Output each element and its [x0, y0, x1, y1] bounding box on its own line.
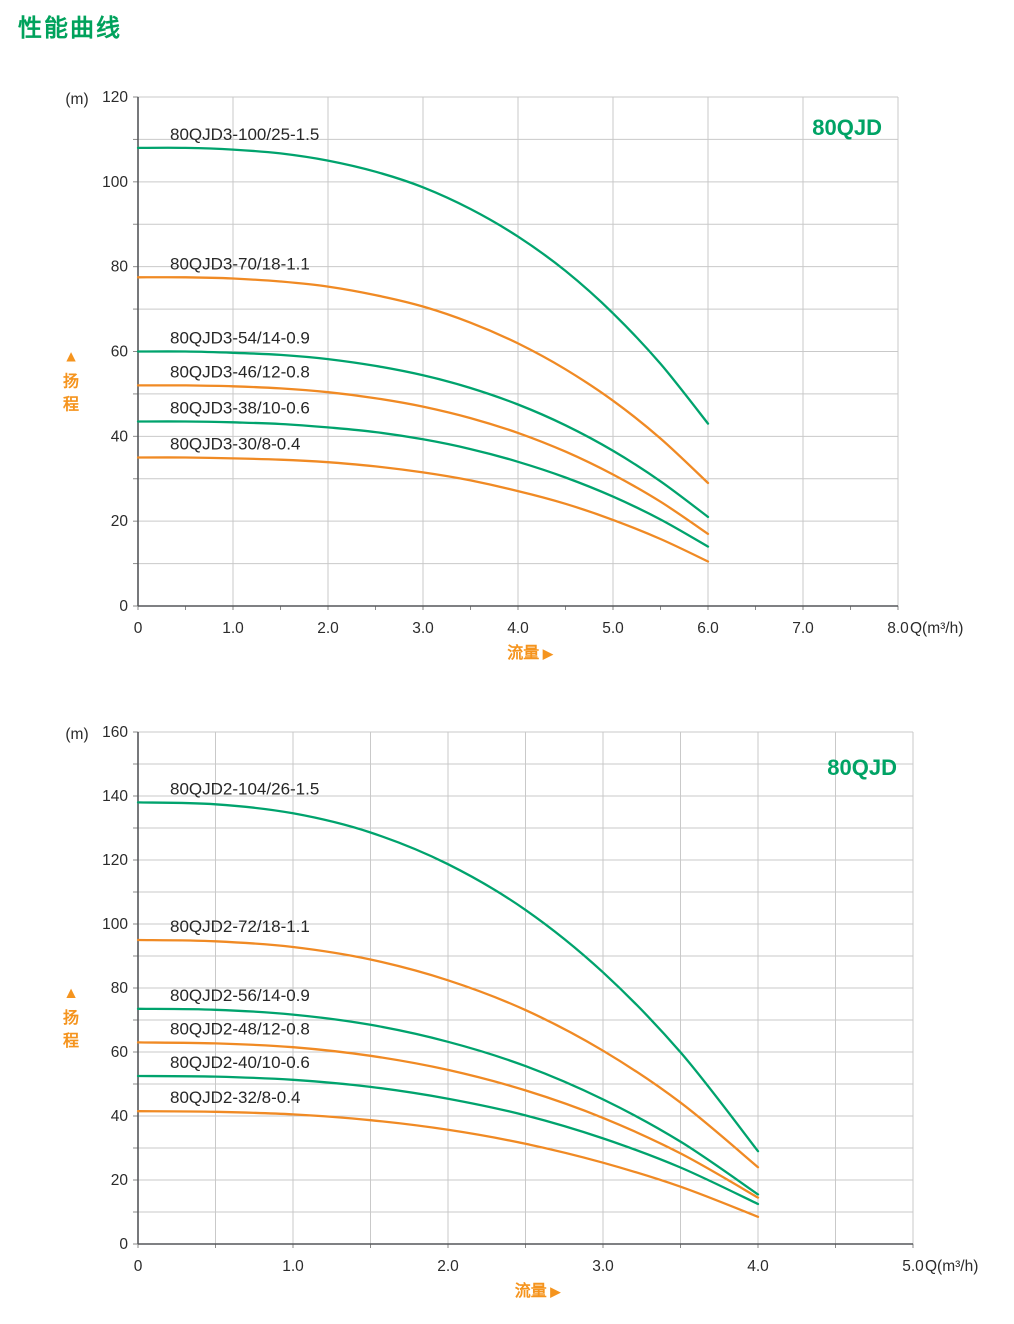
- series-label: 80QJD3-30/8-0.4: [170, 435, 300, 454]
- x-tick-label: 4.0: [747, 1258, 769, 1275]
- series-curve: [136, 350, 710, 519]
- y-axis-label: 程: [63, 396, 79, 414]
- series-label: 80QJD2-32/8-0.4: [170, 1088, 300, 1107]
- y-axis-label: 扬: [63, 372, 79, 391]
- series-label: 80QJD3-54/14-0.9: [170, 329, 310, 348]
- series-curve: [136, 146, 710, 425]
- y-axis-label: 扬: [63, 1008, 79, 1027]
- series-label: 80QJD2-48/12-0.8: [170, 1019, 310, 1038]
- head-axis-marker-icon: ▲: [63, 349, 79, 366]
- x-unit-label: Q(m³/h): [910, 620, 963, 637]
- series-curve: [136, 1074, 760, 1206]
- series-label: 80QJD2-40/10-0.6: [170, 1053, 310, 1072]
- y-tick-label: 0: [119, 1236, 128, 1253]
- series-label: 80QJD3-100/25-1.5: [170, 125, 319, 144]
- x-tick-label: 3.0: [412, 620, 434, 637]
- head-axis-marker-icon: ▲: [63, 985, 79, 1002]
- y-tick-label: 140: [102, 788, 128, 805]
- series-curve: [136, 1041, 760, 1199]
- y-tick-label: 100: [102, 174, 128, 191]
- series-label: 80QJD3-46/12-0.8: [170, 362, 310, 381]
- x-tick-label: 1.0: [282, 1258, 304, 1275]
- x-tick-label: 2.0: [317, 620, 339, 637]
- series-label: 80QJD2-104/26-1.5: [170, 779, 319, 798]
- y-tick-label: 0: [119, 598, 128, 615]
- series-curve: [136, 384, 710, 536]
- y-tick-label: 60: [111, 1044, 129, 1061]
- x-tick-label: 0: [134, 1258, 143, 1275]
- flow-axis-marker-icon: ▶: [547, 1284, 562, 1299]
- series-curve: [136, 801, 760, 1153]
- x-tick-label: 1.0: [222, 620, 244, 637]
- series-curve: [136, 1007, 760, 1196]
- chart-canvas-80qjd3: 0 1.0 2.0 3.0 4.0 5.0 6.0 7.0 8.0 0 20 40 60 80 100 120…: [63, 89, 963, 662]
- x-tick-label: 8.0: [887, 620, 909, 637]
- series-label: 80QJD2-56/14-0.9: [170, 986, 310, 1005]
- y-axis-label: 程: [63, 1032, 79, 1050]
- series-curve: [136, 1110, 760, 1218]
- x-tick-label: 5.0: [902, 1258, 924, 1275]
- x-tick-label: 5.0: [602, 620, 624, 637]
- flow-axis-marker-icon: ▶: [539, 646, 554, 661]
- y-tick-label: 80: [111, 259, 129, 276]
- y-tick-label: 160: [102, 724, 128, 741]
- series-curve: [136, 456, 710, 563]
- y-tick-label: 120: [102, 89, 128, 106]
- y-tick-label: 60: [111, 344, 129, 361]
- x-tick-label: 4.0: [507, 620, 529, 637]
- y-tick-label: 40: [111, 428, 129, 445]
- series-label: 80QJD3-38/10-0.6: [170, 398, 310, 417]
- page-title: 性能曲线: [18, 15, 122, 42]
- y-tick-label: 100: [102, 916, 128, 933]
- chart-title: 80QJD: [812, 115, 882, 140]
- x-tick-label: 6.0: [697, 620, 719, 637]
- series-curve: [136, 938, 760, 1169]
- x-tick-label: 3.0: [592, 1258, 614, 1275]
- y-tick-label: 20: [111, 1172, 129, 1189]
- y-tick-label: 120: [102, 852, 128, 869]
- series-curve: [136, 420, 710, 548]
- x-tick-label: 2.0: [437, 1258, 459, 1275]
- chart-canvas-80qjd2: 0 1.0 2.0 3.0 4.0 5.0 0 20 40 60 80 100 120 140 160 Q(m…: [63, 724, 978, 1300]
- x-unit-label: Q(m³/h): [925, 1258, 978, 1275]
- x-axis-label: 流量 ▶: [515, 1281, 562, 1300]
- x-axis-label: 流量 ▶: [507, 643, 554, 662]
- series-curve: [136, 276, 710, 485]
- series-label: 80QJD2-72/18-1.1: [170, 917, 310, 936]
- series-label: 80QJD3-70/18-1.1: [170, 254, 310, 273]
- x-tick-label: 0: [134, 620, 143, 637]
- y-tick-label: 20: [111, 513, 129, 530]
- y-tick-label: 40: [111, 1108, 129, 1125]
- x-tick-label: 7.0: [792, 620, 814, 637]
- y-unit-label: (m): [65, 91, 88, 108]
- y-unit-label: (m): [65, 726, 88, 743]
- chart-title: 80QJD: [827, 755, 897, 780]
- y-tick-label: 80: [111, 980, 129, 997]
